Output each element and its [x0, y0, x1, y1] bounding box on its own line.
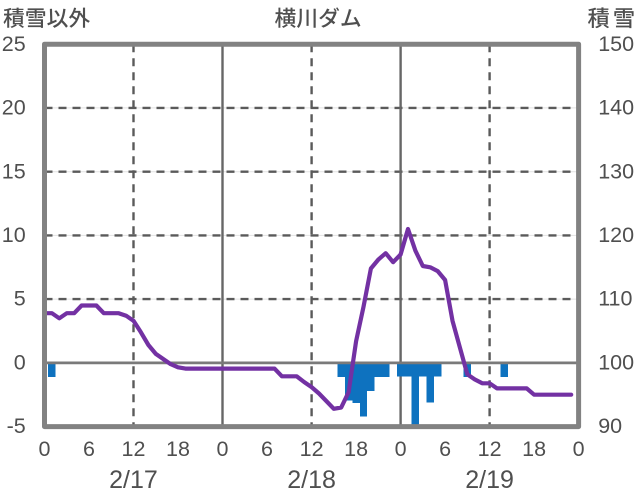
svg-text:18: 18 [344, 437, 368, 461]
svg-text:0: 0 [573, 437, 585, 461]
svg-text:130: 130 [598, 159, 634, 183]
svg-text:2/18: 2/18 [287, 466, 336, 494]
svg-text:18: 18 [522, 437, 546, 461]
svg-text:120: 120 [598, 223, 634, 247]
svg-text:20: 20 [2, 96, 26, 120]
svg-text:12: 12 [300, 437, 324, 461]
svg-text:140: 140 [598, 96, 634, 120]
svg-text:0: 0 [14, 351, 26, 375]
svg-text:6: 6 [439, 437, 451, 461]
svg-text:12: 12 [122, 437, 146, 461]
svg-text:25: 25 [2, 32, 26, 56]
svg-text:2/17: 2/17 [109, 466, 158, 494]
svg-text:0: 0 [217, 437, 229, 461]
svg-text:0: 0 [395, 437, 407, 461]
svg-text:5: 5 [14, 287, 26, 311]
svg-text:6: 6 [83, 437, 95, 461]
svg-text:100: 100 [598, 351, 634, 375]
svg-text:-5: -5 [7, 414, 26, 438]
svg-text:12: 12 [478, 437, 502, 461]
svg-text:2/19: 2/19 [465, 466, 514, 494]
svg-text:0: 0 [39, 437, 51, 461]
svg-text:150: 150 [598, 32, 634, 56]
svg-text:110: 110 [598, 287, 632, 311]
svg-text:6: 6 [261, 437, 273, 461]
svg-text:15: 15 [2, 159, 26, 183]
svg-text:10: 10 [2, 223, 26, 247]
svg-text:90: 90 [598, 414, 622, 438]
svg-text:18: 18 [166, 437, 190, 461]
